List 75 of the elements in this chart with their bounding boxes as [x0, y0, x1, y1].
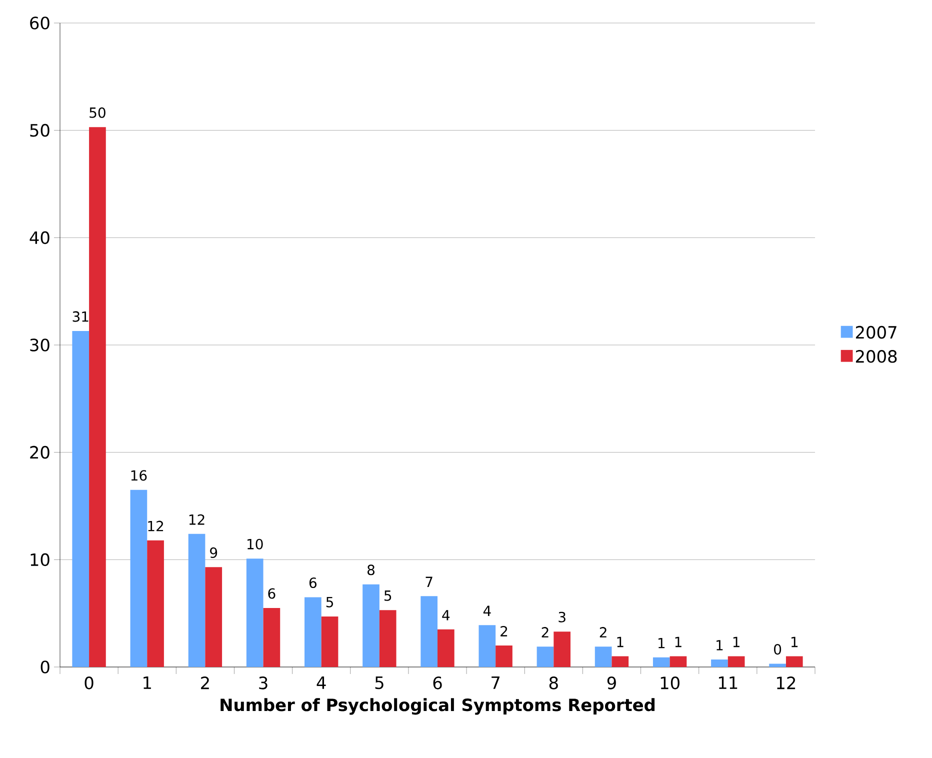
bar — [670, 656, 687, 667]
data-label: 6 — [309, 577, 316, 588]
x-tick-label: 0 — [84, 676, 94, 690]
data-label: 0 — [774, 644, 782, 655]
y-tick-label: 60 — [30, 16, 50, 30]
data-label: 1 — [658, 638, 665, 648]
x-tick-label: 5 — [375, 676, 384, 690]
data-label: 5 — [384, 590, 392, 601]
x-tick-label: 9 — [607, 676, 616, 690]
data-label: 4 — [442, 610, 450, 620]
data-label: 31 — [72, 311, 88, 322]
bar — [362, 584, 380, 667]
data-label: 7 — [426, 576, 432, 587]
bar — [420, 596, 438, 667]
bar — [130, 490, 148, 667]
data-label: 50 — [90, 107, 106, 118]
bar — [438, 629, 454, 667]
data-label: 10 — [248, 538, 263, 550]
data-label: 12 — [189, 514, 204, 525]
x-tick-label: 3 — [259, 676, 268, 690]
data-label: 4 — [483, 606, 491, 616]
bar — [263, 608, 280, 667]
bar — [612, 656, 629, 667]
bar — [594, 646, 612, 667]
bar — [786, 656, 803, 667]
bar — [205, 567, 222, 667]
y-tick-label: 10 — [30, 553, 50, 566]
x-tick-label: 4 — [316, 676, 326, 689]
legend-label: 2008 — [856, 350, 897, 363]
x-tick-label: 8 — [549, 676, 558, 690]
bar — [379, 610, 396, 667]
bar — [188, 534, 206, 667]
bar — [728, 656, 745, 667]
bar — [652, 657, 670, 667]
data-label: 1 — [716, 640, 723, 650]
data-label: 1 — [791, 636, 798, 648]
x-tick-label: 1 — [144, 676, 151, 689]
bar — [246, 558, 264, 667]
x-tick-label: 7 — [492, 676, 500, 689]
data-label: 6 — [268, 588, 276, 599]
bar — [72, 331, 90, 667]
bar — [536, 646, 554, 667]
bar — [321, 616, 338, 667]
data-label: 1 — [733, 636, 740, 648]
bar — [304, 597, 322, 667]
data-label: 3 — [558, 612, 566, 622]
data-label: 1 — [675, 636, 682, 648]
y-tick-label: 20 — [30, 446, 50, 459]
bar — [478, 625, 496, 667]
bar — [89, 127, 106, 667]
data-label: 2 — [600, 627, 606, 638]
data-label: 8 — [368, 564, 374, 576]
data-label: 9 — [210, 547, 218, 558]
bar — [496, 646, 512, 667]
y-tick-label: 0 — [40, 660, 50, 674]
data-label: 2 — [542, 627, 548, 638]
x-tick-label: 2 — [201, 676, 209, 690]
bar — [769, 664, 786, 667]
data-label: 12 — [148, 520, 164, 532]
data-label: 1 — [617, 636, 624, 648]
y-tick-label: 40 — [30, 231, 50, 244]
y-tick-label: 30 — [30, 338, 50, 352]
x-axis-title: Number of Psychological Symptoms Reported — [220, 698, 655, 715]
bar — [711, 659, 728, 667]
x-tick-label: 6 — [433, 676, 442, 690]
data-label: 5 — [326, 596, 333, 608]
data-label: 2 — [500, 626, 508, 636]
bar — [147, 540, 164, 667]
x-tick-label: 11 — [718, 676, 738, 689]
data-label: 16 — [131, 470, 147, 481]
y-tick-label: 50 — [30, 124, 50, 137]
x-tick-label: 10 — [660, 676, 680, 690]
bar — [554, 632, 570, 667]
legend-label: 2007 — [856, 326, 896, 339]
x-tick-label: 12 — [777, 676, 796, 690]
